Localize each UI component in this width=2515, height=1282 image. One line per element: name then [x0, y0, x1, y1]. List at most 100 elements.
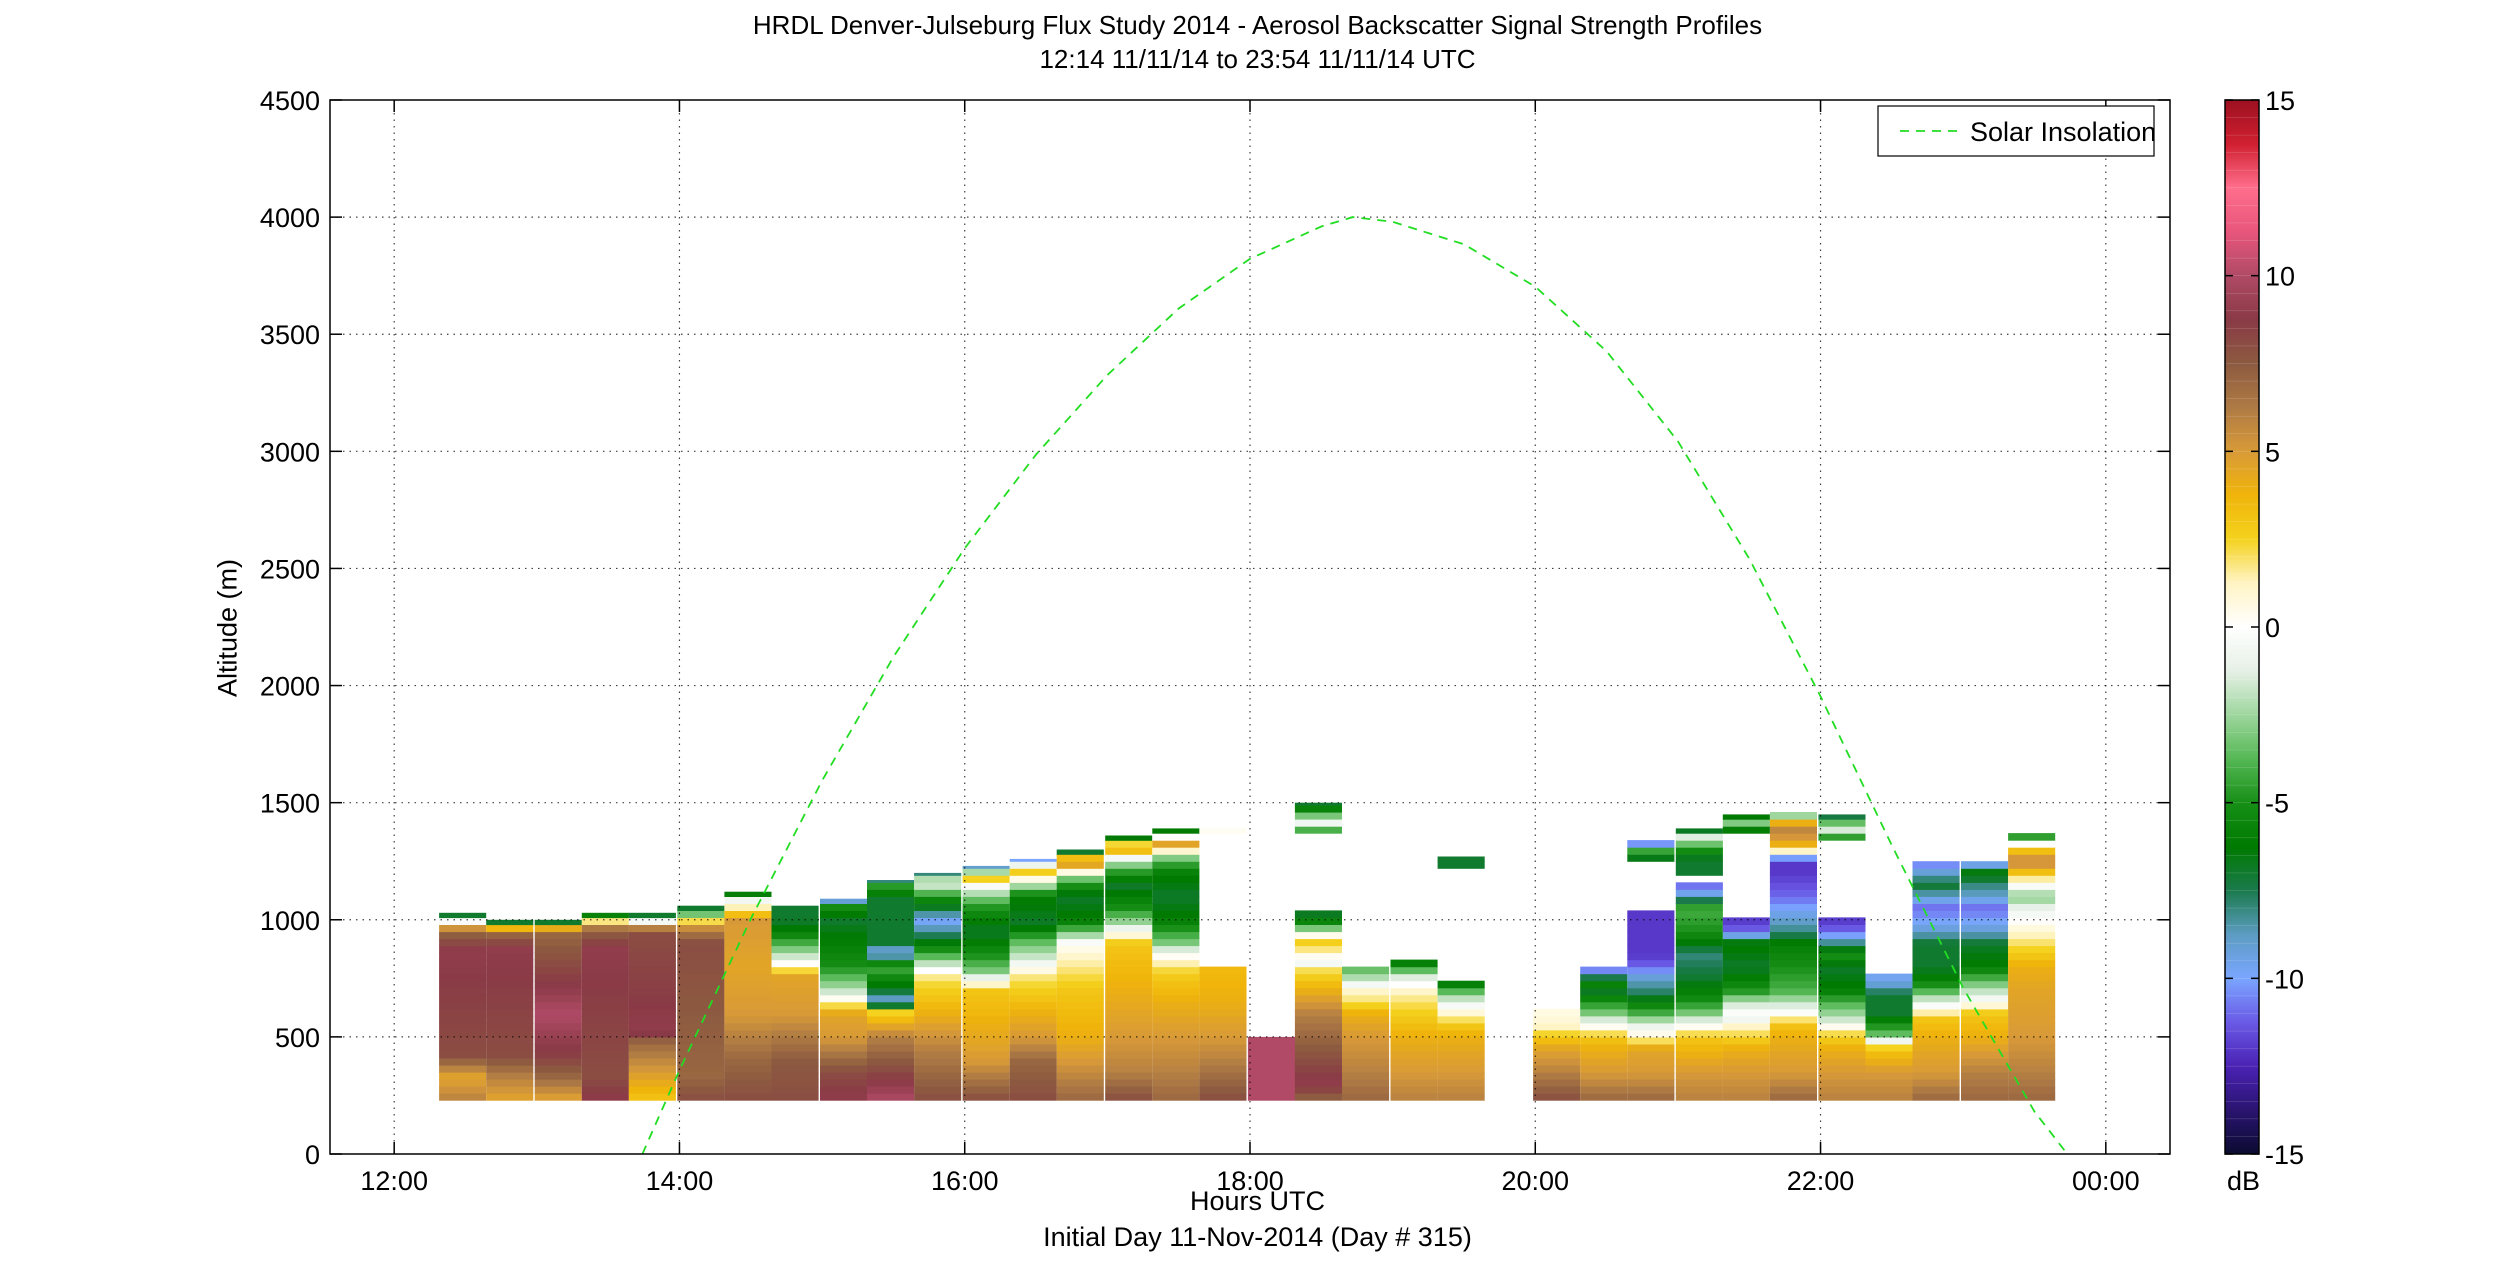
heatmap-cell [628, 994, 676, 1003]
heatmap-cell [1152, 952, 1200, 961]
heatmap-cell [628, 945, 676, 954]
heatmap-cell [867, 1079, 915, 1087]
heatmap-cell [1769, 896, 1817, 904]
heatmap-cell [867, 896, 915, 904]
heatmap-cell [581, 1043, 629, 1052]
heatmap-cell [1675, 868, 1723, 876]
heatmap-cell [820, 966, 868, 975]
profile-column [1152, 828, 1200, 1101]
heatmap-cell [581, 1015, 629, 1024]
heatmap-cell [439, 1079, 487, 1087]
heatmap-cell [1056, 1043, 1104, 1052]
heatmap-cell [820, 959, 868, 968]
heatmap-cell [2008, 903, 2056, 911]
heatmap-cell [1769, 987, 1817, 996]
profile-column [962, 865, 1010, 1101]
heatmap-cell [1865, 973, 1913, 982]
heatmap-cell [439, 938, 487, 947]
heatmap-cell [914, 1058, 962, 1066]
colorbar-unit-label: dB [2227, 1166, 2260, 1196]
heatmap-cell [1056, 1050, 1104, 1059]
heatmap-cell [1627, 980, 1675, 989]
heatmap-cell [628, 1079, 676, 1087]
heatmap-cell [1580, 980, 1628, 989]
heatmap-cell [1627, 1008, 1675, 1017]
heatmap-cell [581, 1008, 629, 1017]
heatmap-cell [1627, 1001, 1675, 1010]
heatmap-cell [1390, 1093, 1438, 1101]
heatmap-cell [724, 1043, 772, 1052]
heatmap-cell [867, 1029, 915, 1038]
heatmap-cell [1152, 1008, 1200, 1017]
heatmap-cell [1912, 882, 1960, 890]
heatmap-cell [486, 1008, 534, 1017]
heatmap-cell [677, 1001, 725, 1010]
heatmap-cell [1105, 980, 1153, 989]
heatmap-cell [2008, 882, 2056, 890]
heatmap-cell [1675, 1015, 1723, 1024]
heatmap-cell [581, 1065, 629, 1073]
chart-subtitle: 12:14 11/11/14 to 23:54 11/11/14 UTC [1039, 44, 1476, 74]
heatmap-cell [724, 1029, 772, 1038]
heatmap-cell [677, 1008, 725, 1017]
heatmap-cell [677, 945, 725, 954]
heatmap-cell [1912, 1058, 1960, 1066]
heatmap-cell [1152, 931, 1200, 940]
heatmap-cell [439, 987, 487, 996]
heatmap-cell [1627, 1065, 1675, 1073]
heatmap-cell [1056, 889, 1104, 897]
heatmap-cell [1437, 861, 1485, 869]
heatmap-cell [1675, 959, 1723, 968]
heatmap-cell [1627, 1022, 1675, 1031]
heatmap-cell [867, 931, 915, 940]
heatmap-cell [1056, 952, 1104, 961]
heatmap-cell [867, 1065, 915, 1073]
heatmap-cell [1199, 1050, 1247, 1059]
heatmap-cell [1199, 1001, 1247, 1010]
heatmap-cell [581, 1079, 629, 1087]
heatmap-cell [771, 987, 819, 996]
heatmap-cell [1294, 1043, 1342, 1052]
heatmap-cell [1675, 847, 1723, 855]
heatmap-cell [914, 903, 962, 911]
heatmap-cell [677, 1050, 725, 1059]
heatmap-cell [1818, 1001, 1866, 1010]
heatmap-cell [1961, 938, 2009, 947]
heatmap-cell [581, 1072, 629, 1080]
heatmap-cell [1627, 1029, 1675, 1038]
solar-insolation-line [641, 216, 2069, 1155]
heatmap-cell [1769, 847, 1817, 855]
heatmap-cell [1722, 1008, 1770, 1017]
heatmap-cell [1437, 1036, 1485, 1045]
heatmap-cell [1675, 1086, 1723, 1094]
heatmap-cell [771, 945, 819, 954]
heatmap-cell [914, 1079, 962, 1087]
heatmap-cell [1105, 959, 1153, 968]
heatmap-cell [1105, 861, 1153, 869]
heatmap-cell [1009, 1043, 1057, 1052]
heatmap-cell [1961, 1072, 2009, 1080]
heatmap-cell [1056, 1072, 1104, 1080]
heatmap-cell [581, 917, 629, 925]
heatmap-cell [1152, 1058, 1200, 1066]
heatmap-cell [1294, 1093, 1342, 1101]
heatmap-cell [581, 959, 629, 968]
heatmap-cell [1627, 987, 1675, 996]
heatmap-cell [1818, 1008, 1866, 1017]
heatmap-cell [1294, 1008, 1342, 1017]
profile-column [534, 919, 582, 1101]
heatmap-cell [1199, 1029, 1247, 1038]
heatmap-cell [2008, 1043, 2056, 1052]
heatmap-cell [1533, 1022, 1581, 1031]
heatmap-cell [1009, 938, 1057, 947]
heatmap-cell [1627, 840, 1675, 848]
heatmap-cell [1105, 973, 1153, 982]
profile-column [1580, 966, 1628, 1101]
heatmap-cell [867, 1072, 915, 1080]
heatmap-cell [1152, 1015, 1200, 1024]
heatmap-cell [1056, 868, 1104, 876]
heatmap-cell [1152, 938, 1200, 947]
heatmap-cell [1818, 945, 1866, 954]
heatmap-cell [1294, 1015, 1342, 1024]
heatmap-cell [677, 973, 725, 982]
